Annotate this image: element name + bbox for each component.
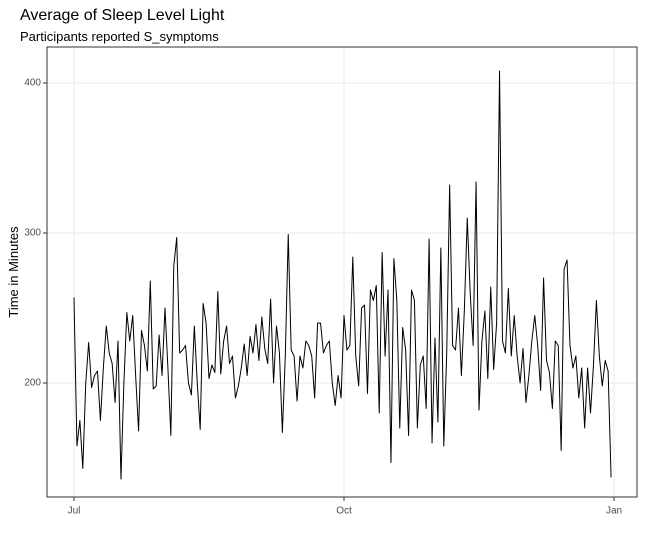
chart-title: Average of Sleep Level Light — [20, 7, 225, 24]
chart-subtitle: Participants reported S_symptoms — [20, 29, 219, 44]
y-tick-label: 300 — [24, 228, 41, 239]
y-tick-label: 400 — [24, 78, 41, 89]
x-tick-label: Jul — [68, 506, 81, 517]
data-line — [73, 70, 612, 480]
y-tick-label: 200 — [24, 378, 41, 389]
x-tick-label: Jan — [606, 506, 622, 517]
x-tick-label: Oct — [336, 506, 352, 517]
y-axis-label: Time in Minutes — [6, 226, 21, 318]
panel-border — [46, 46, 638, 498]
